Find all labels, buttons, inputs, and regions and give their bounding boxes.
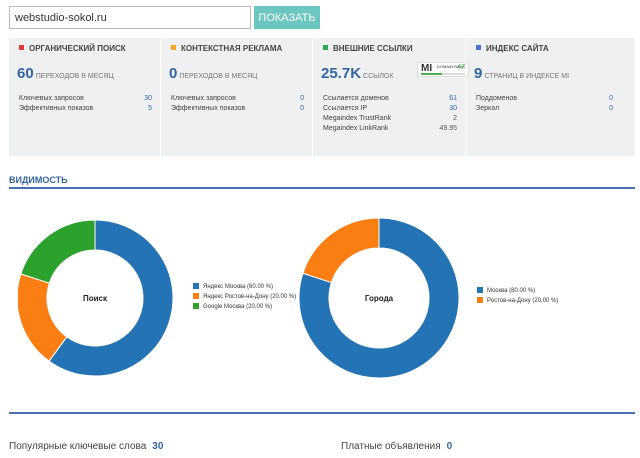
chart-legend-search: Яндекс Москва (60.00 %) Яндекс Ростов-на-… [193, 283, 296, 313]
legend-swatch [193, 303, 199, 309]
stat-big-value: 0 ПЕРЕХОДОВ В МЕСЯЦ [169, 65, 258, 82]
stat-title: ИНДЕКС САЙТА [476, 44, 549, 53]
donut-slice[interactable] [48, 219, 174, 377]
ads-marker-icon [171, 45, 176, 50]
donut-slice[interactable] [302, 218, 380, 284]
legend-item[interactable]: Google Москва (20.00 %) [193, 303, 296, 313]
stat-big-value: 9 СТРАНИЦ В ИНДЕКСЕ MI [474, 65, 570, 82]
legend-item[interactable]: Ростов-на-Дону (20.00 %) [477, 297, 558, 307]
legend-label: Москва (80.00 %) [487, 288, 536, 294]
chart-legend-cities: Москва (80.00 %) Ростов-на-Дону (20.00 %) [477, 287, 558, 307]
donut-chart-cities: Города [299, 218, 459, 378]
stat-row: Megaindex TrustRank 2 [323, 115, 457, 122]
stat-row: Зеркал 0 [476, 105, 613, 112]
donut-chart-search: Поиск [18, 218, 174, 378]
domain-rank-bar [421, 73, 465, 75]
stat-row: Ссылается IP 30 [323, 105, 457, 112]
donut-slice[interactable] [299, 218, 459, 378]
legend-label: Яндекс Москва (60.00 %) [203, 284, 274, 290]
paid-ads: Платные объявления 0 [341, 441, 453, 452]
section-title-visibility: ВИДИМОСТЬ [9, 175, 68, 185]
stat-context-ads: КОНТЕКСТНАЯ РЕКЛАМА 0 ПЕРЕХОДОВ В МЕСЯЦ К… [160, 38, 312, 156]
section-divider [9, 412, 635, 414]
organic-marker-icon [19, 45, 24, 50]
domain-input[interactable] [9, 6, 251, 29]
stat-row: Megaindex LinkRank 49.95 [323, 125, 457, 132]
stats-panel: ОРГАНИЧЕСКИЙ ПОИСК 60 ПЕРЕХОДОВ В МЕСЯЦ К… [9, 38, 635, 156]
links-marker-icon [323, 45, 328, 50]
donut-center-label: Города [365, 294, 394, 303]
legend-item[interactable]: Москва (80.00 %) [477, 287, 558, 297]
legend-item[interactable]: Яндекс Москва (60.00 %) [193, 283, 296, 293]
stat-row: Ключевых запросов 30 [19, 95, 152, 102]
legend-label: Яндекс Ростов-на-Дону (20.00 %) [203, 294, 297, 300]
donut-center-label: Поиск [83, 294, 108, 303]
stat-row: Поддоменов 0 [476, 95, 613, 102]
legend-swatch [477, 297, 483, 303]
stat-row: Эффективных показов 0 [171, 105, 304, 112]
stat-external-links: ВНЕШНИЕ ССЫЛКИ 25.7K ССЫЛОК MI DOMAIN RAN… [312, 38, 469, 156]
stat-big-value: 25.7K ССЫЛОК [321, 65, 394, 82]
stat-organic-search: ОРГАНИЧЕСКИЙ ПОИСК 60 ПЕРЕХОДОВ В МЕСЯЦ К… [9, 38, 160, 156]
popular-keywords: Популярные ключевые слова 30 [9, 441, 164, 452]
legend-swatch [193, 293, 199, 299]
megaindex-domain-rank-badge: MI DOMAIN RANK 47 [417, 62, 469, 77]
stat-row: Ключевых запросов 0 [171, 95, 304, 102]
stat-title: ВНЕШНИЕ ССЫЛКИ [323, 44, 413, 53]
legend-swatch [193, 283, 199, 289]
legend-label: Ростов-на-Дону (20.00 %) [487, 298, 559, 304]
stat-title: ОРГАНИЧЕСКИЙ ПОИСК [19, 44, 126, 53]
show-button[interactable]: ПОКАЗАТЬ [254, 6, 320, 29]
stat-big-value: 60 ПЕРЕХОДОВ В МЕСЯЦ [17, 65, 114, 82]
legend-swatch [477, 287, 483, 293]
donut-slice[interactable] [20, 219, 96, 284]
stat-title: КОНТЕКСТНАЯ РЕКЛАМА [171, 44, 282, 53]
section-divider [9, 187, 635, 189]
stat-site-index: ИНДЕКС САЙТА 9 СТРАНИЦ В ИНДЕКСЕ MI Поддо… [465, 38, 635, 156]
index-marker-icon [476, 45, 481, 50]
stat-row: Эффективных показов 5 [19, 105, 152, 112]
legend-item[interactable]: Яндекс Ростов-на-Дону (20.00 %) [193, 293, 296, 303]
stat-row: Ссылается доменов 61 [323, 95, 457, 102]
legend-label: Google Москва (20.00 %) [203, 304, 273, 310]
